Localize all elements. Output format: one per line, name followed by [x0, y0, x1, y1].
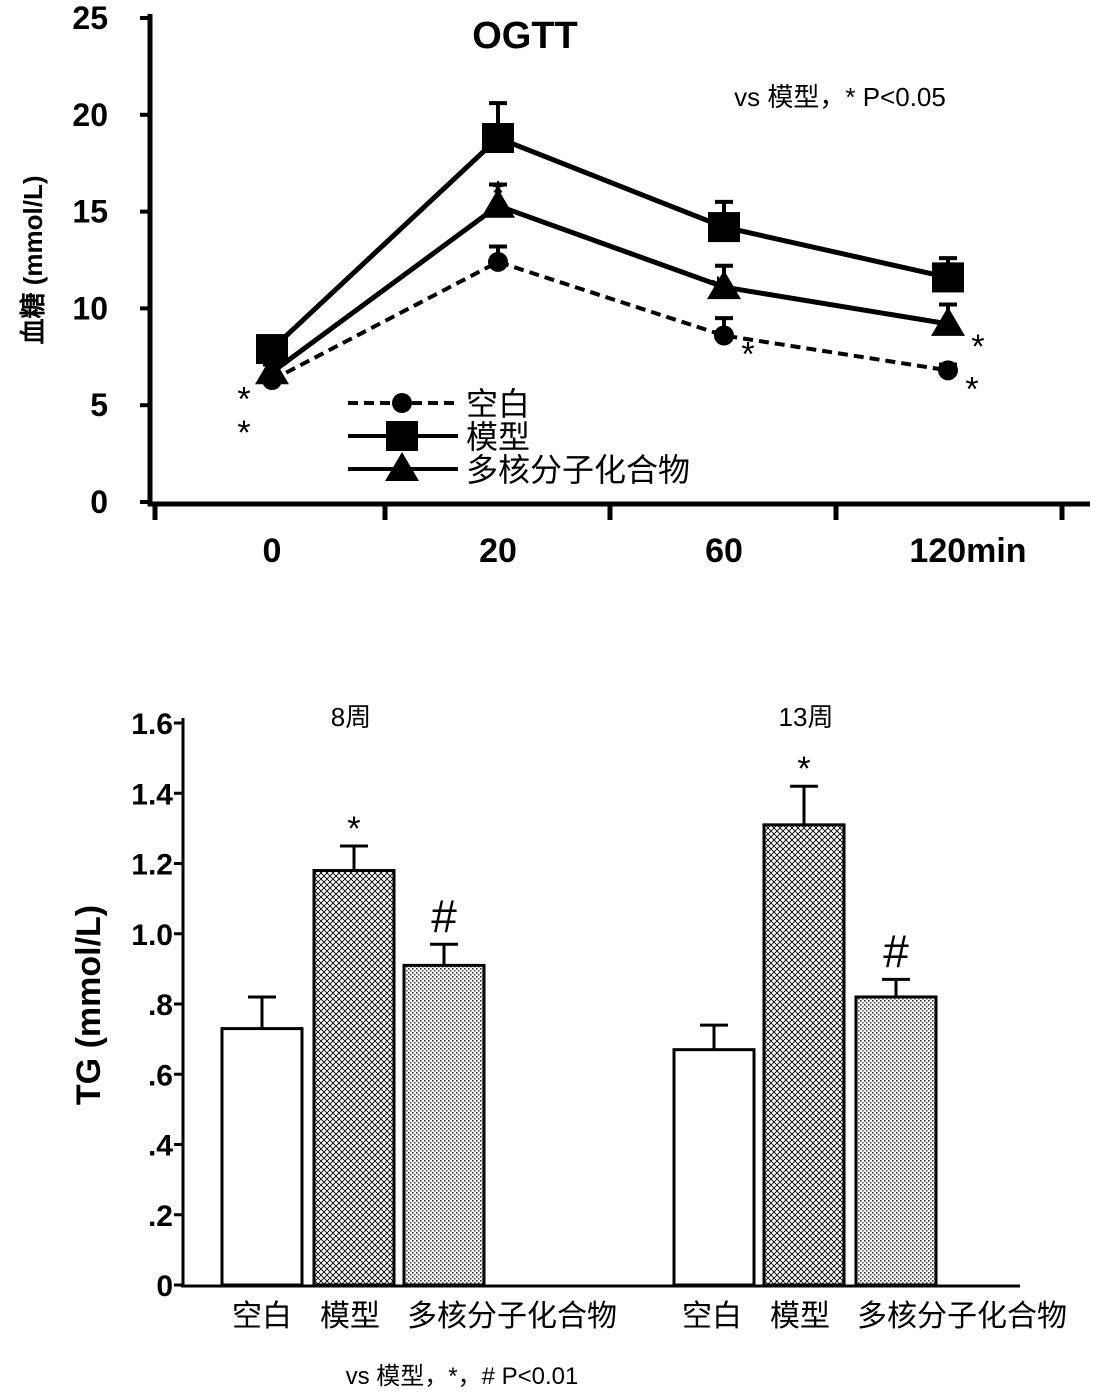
x-category-label: 空白 [232, 1300, 292, 1333]
data-point [938, 360, 958, 381]
data-point [482, 123, 514, 154]
y-tick-label: 10 [72, 290, 108, 326]
data-point [931, 306, 965, 336]
group-label: 8周 [331, 702, 371, 732]
significance-mark: * [491, 246, 504, 284]
legend-label: 多核分子化合物 [466, 452, 690, 488]
series-line-2 [270, 202, 949, 375]
y-tick-label: .8 [148, 989, 173, 1022]
significance-mark: # [883, 925, 909, 977]
legend-marker [392, 393, 412, 413]
x-category-label: 模型 [320, 1300, 380, 1333]
y-tick-label: 0 [156, 1270, 173, 1303]
x-category-label: 模型 [770, 1300, 830, 1333]
significance-mark: * [797, 750, 810, 788]
annotation: vs 模型，* P<0.05 [734, 82, 946, 112]
significance-mark: * [347, 810, 360, 848]
y-tick-label: 1.0 [131, 919, 173, 952]
bar [762, 823, 846, 1287]
significance-mark: * [711, 270, 724, 308]
x-tick-label: 120min [909, 532, 1026, 570]
y-tick-label: 1.2 [131, 849, 173, 882]
legend-label: 空白 [466, 386, 530, 422]
data-point [708, 212, 740, 243]
legend-label: 模型 [466, 419, 530, 455]
x-category-label: 多核分子化合物 [407, 1300, 617, 1333]
y-tick-label: 20 [72, 97, 108, 133]
y-tick-label: .2 [148, 1200, 173, 1233]
y-axis-label: TG (mmol/L) [70, 905, 108, 1105]
bar [312, 869, 396, 1287]
bar [672, 1048, 756, 1287]
y-tick-label: 5 [90, 387, 108, 423]
bar [402, 963, 486, 1287]
y-tick-label: 15 [72, 194, 108, 230]
significance-mark: * [971, 328, 984, 366]
bar [854, 995, 938, 1287]
data-point [481, 188, 515, 218]
data-point [488, 251, 508, 272]
data-point [714, 325, 734, 346]
series-line-1 [270, 135, 949, 351]
series-line-0 [271, 259, 949, 382]
data-point [932, 262, 964, 293]
x-category-label: 多核分子化合物 [857, 1300, 1067, 1333]
x-tick-label: 60 [705, 532, 743, 570]
x-tick-label: 0 [263, 532, 282, 570]
x-category-label: 空白 [682, 1300, 742, 1333]
chart-title: OGTT [472, 15, 578, 57]
significance-mark: * [491, 174, 504, 212]
y-tick-label: 0 [90, 484, 108, 520]
y-tick-label: .4 [148, 1130, 173, 1163]
significance-mark: * [237, 380, 250, 418]
significance-mark: * [741, 336, 754, 374]
data-point [707, 270, 741, 300]
y-tick-label: 1.4 [131, 778, 173, 811]
legend-marker [386, 421, 418, 451]
x-tick-label: 20 [479, 532, 517, 570]
footnote: vs 模型，*，# P<0.01 [346, 1363, 579, 1390]
y-tick-label: .6 [148, 1059, 173, 1092]
bar [220, 1027, 304, 1287]
significance-mark: # [431, 890, 457, 942]
legend-marker [385, 452, 419, 481]
y-axis-label: 血糖 (mmol/L) [18, 176, 48, 345]
significance-mark: * [237, 414, 250, 452]
data-point [255, 355, 289, 385]
group-label: 13周 [779, 702, 834, 732]
y-tick-label: 25 [72, 0, 108, 36]
y-tick-label: 1.6 [131, 708, 173, 741]
significance-mark: * [965, 370, 978, 408]
